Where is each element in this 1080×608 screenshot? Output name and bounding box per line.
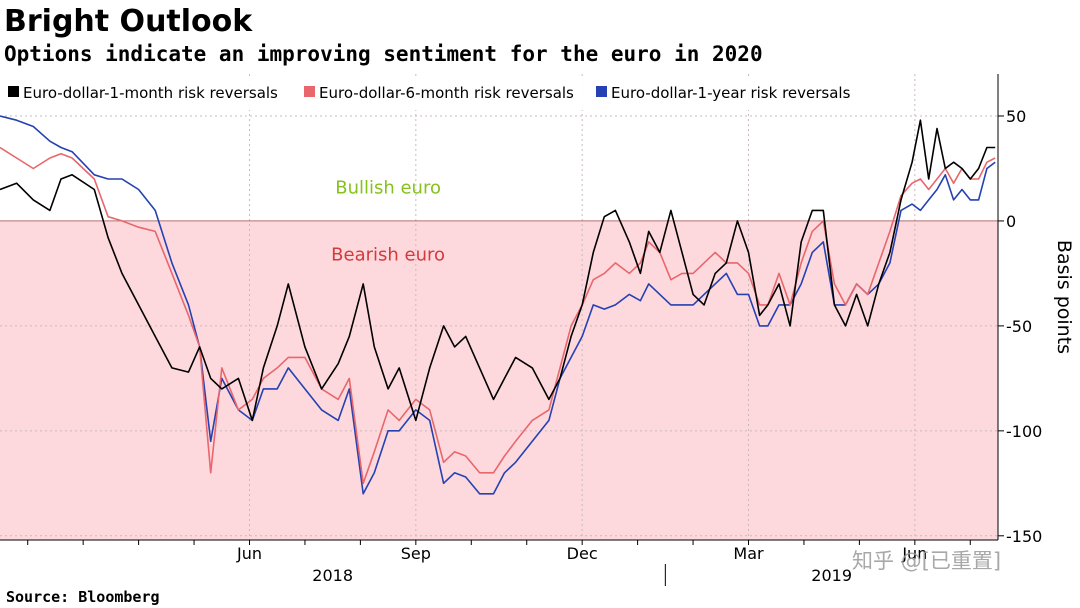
y-tick-label: -100 — [1006, 422, 1042, 441]
legend-swatch-m1 — [8, 86, 19, 97]
series-line-m1 — [0, 119, 996, 422]
legend: Euro-dollar-1-month risk reversals Euro-d… — [2, 76, 878, 110]
x-tick-label: Mar — [733, 544, 764, 563]
x-year-label: 2019 — [811, 566, 852, 585]
legend-label-m6: Euro-dollar-6-month risk reversals — [319, 84, 574, 102]
series-line-y1 — [0, 115, 996, 495]
y-tick-label: -50 — [1006, 317, 1032, 336]
legend-swatch-y1 — [596, 86, 607, 97]
y-tick-label: 0 — [1006, 212, 1016, 231]
chart-title: Bright Outlook — [4, 4, 253, 39]
series-layer — [0, 115, 996, 495]
x-year-label: 2018 — [312, 566, 353, 585]
y-tick-label: 50 — [1006, 107, 1026, 126]
series-line-m6 — [0, 146, 996, 485]
legend-label-y1: Euro-dollar-1-year risk reversals — [611, 84, 851, 102]
y-axis-label: Basis points — [1053, 240, 1075, 354]
grid — [0, 74, 998, 540]
watermark: 知乎 @[已重置] — [852, 549, 1002, 573]
x-tick-label: Dec — [567, 544, 598, 563]
x-tick-label: Jun — [901, 544, 927, 563]
x-tick-label: Jun — [236, 544, 262, 563]
x-tick-label: Sep — [401, 544, 431, 563]
source-note: Source: Bloomberg — [6, 588, 160, 606]
zone-label-bullish: Bullish euro — [335, 177, 441, 198]
legend-bg — [2, 76, 878, 110]
bearish-zone-fill — [0, 220, 998, 540]
zone-label-bearish: Bearish euro — [331, 245, 445, 266]
y-tick-label: -150 — [1006, 527, 1042, 546]
chart-subtitle: Options indicate an improving sentiment … — [4, 42, 763, 66]
legend-swatch-m6 — [304, 86, 315, 97]
legend-label-m1: Euro-dollar-1-month risk reversals — [23, 84, 278, 102]
axes: 50 0 -50 -100 -150 Jun Sep Dec Mar Jun 2018 2019 — [0, 74, 1042, 586]
